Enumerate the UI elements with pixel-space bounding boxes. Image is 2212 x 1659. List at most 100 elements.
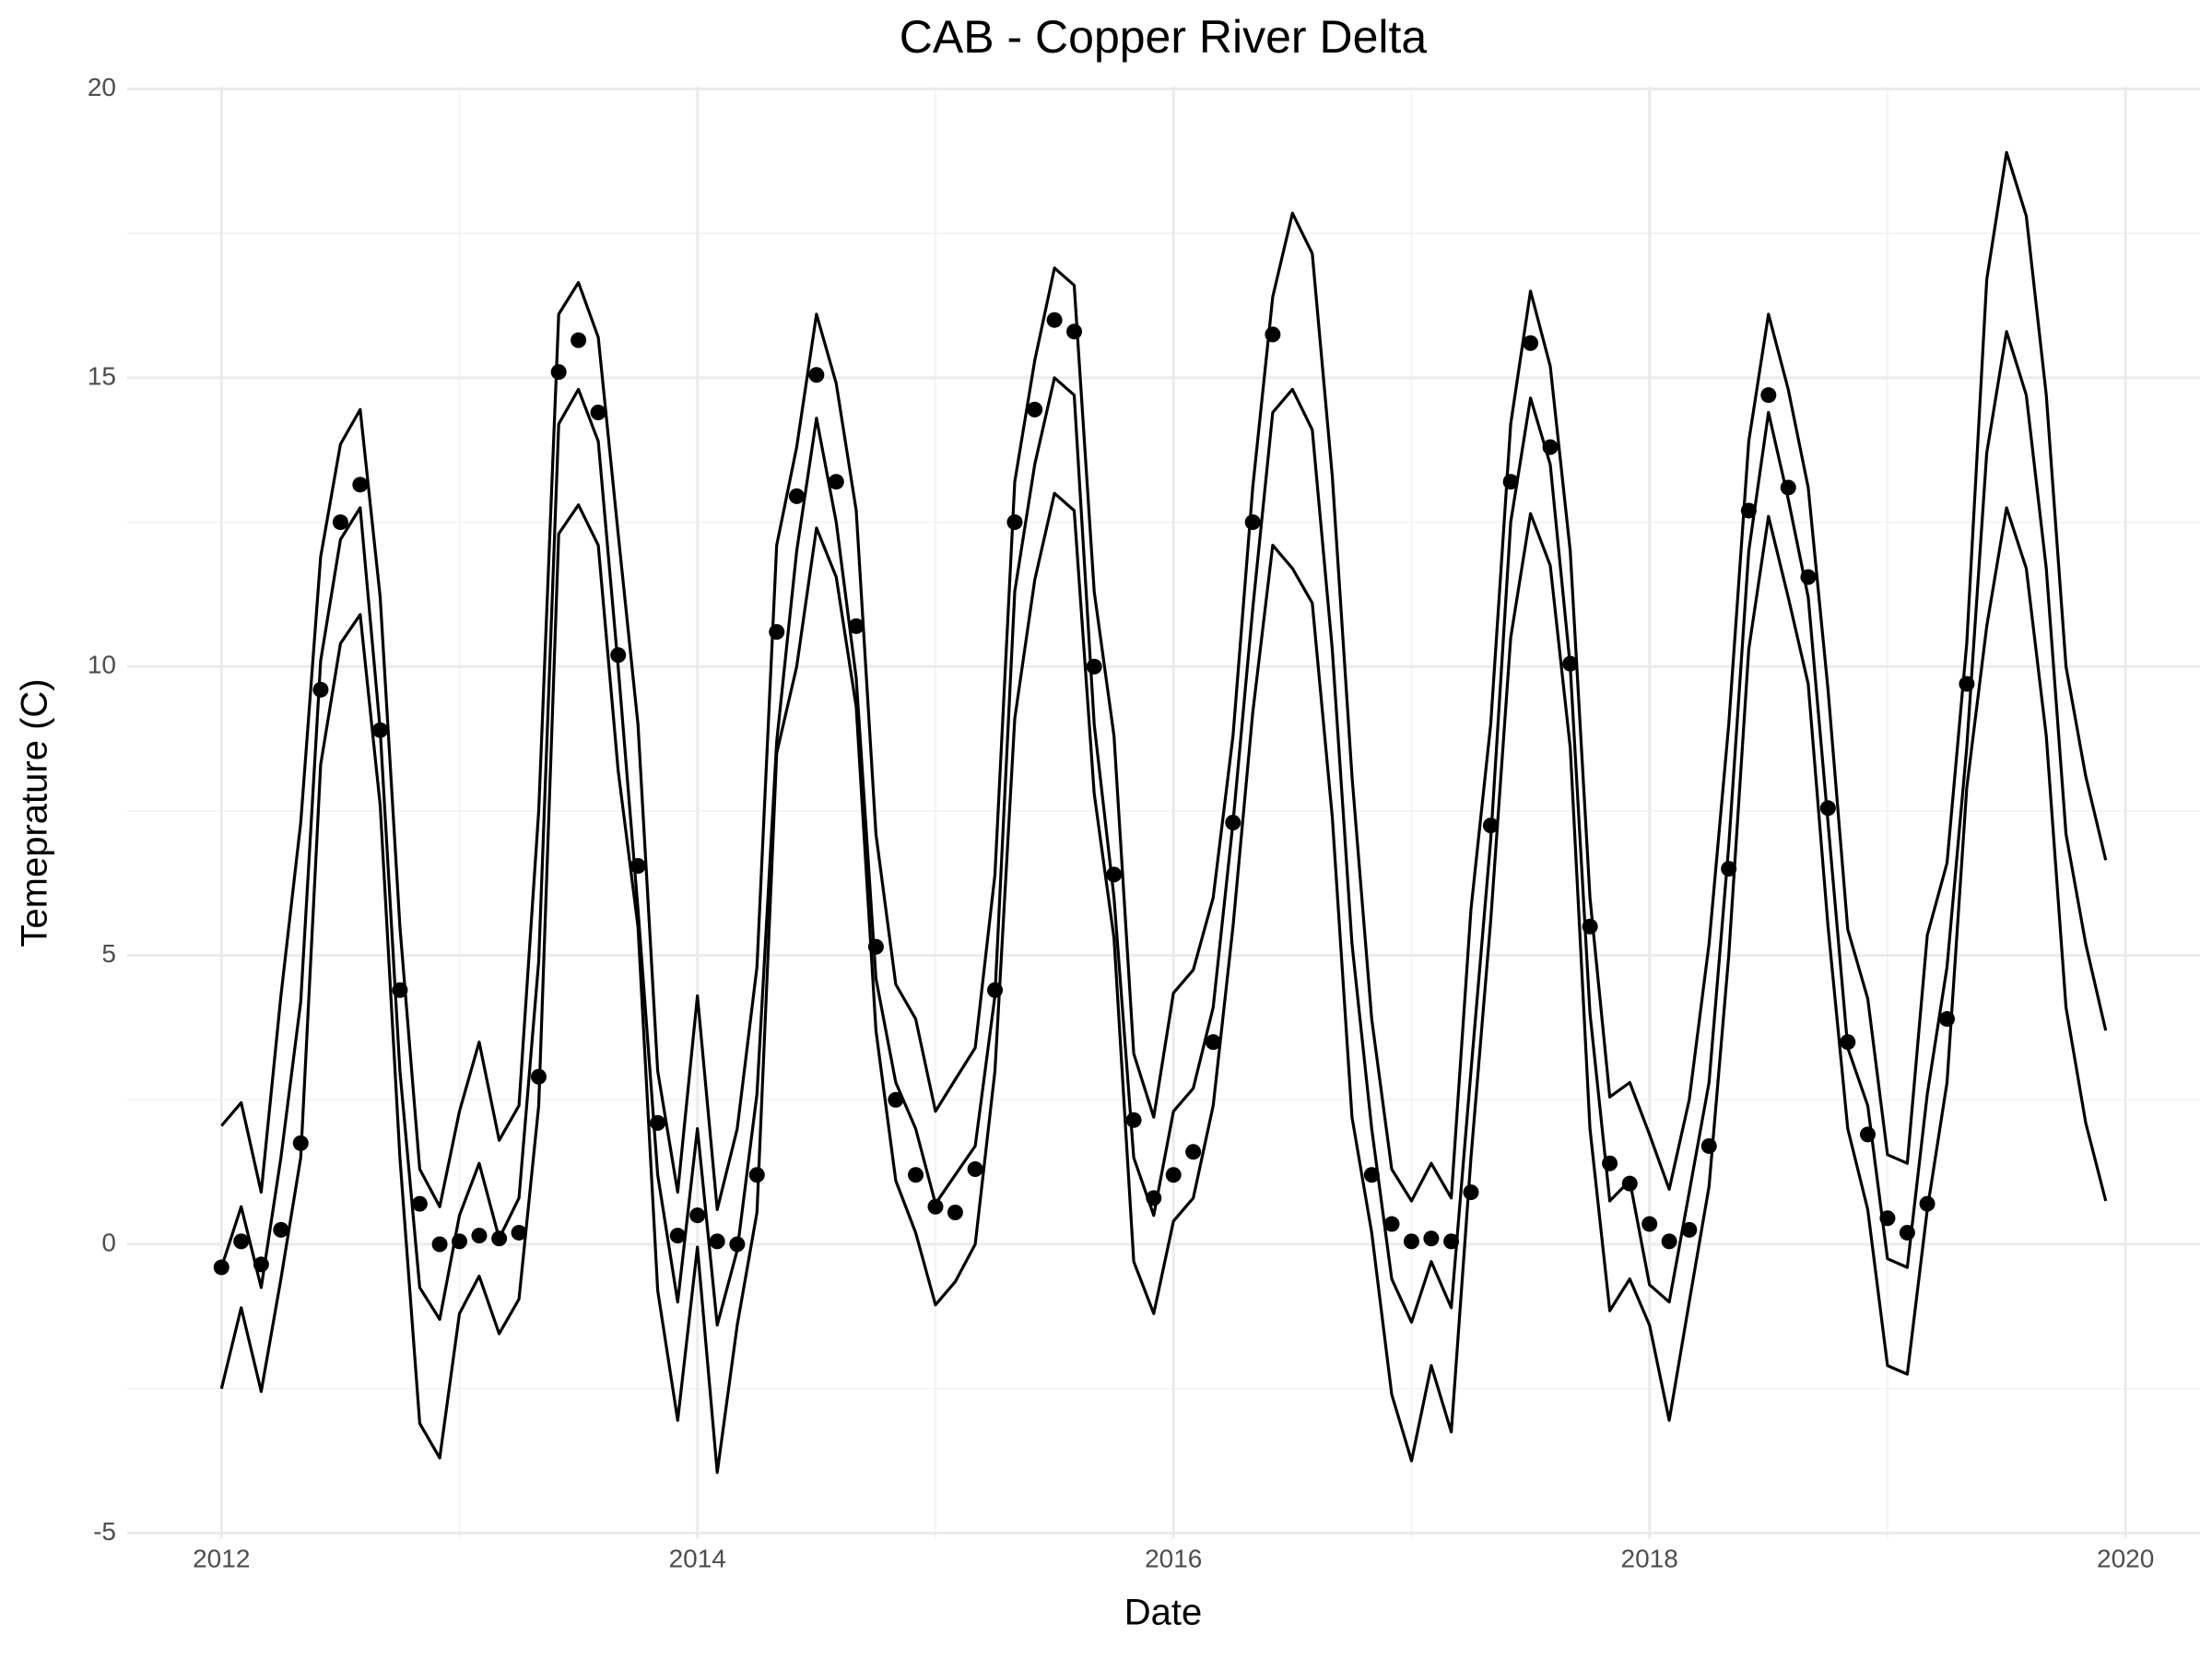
data-point: [1106, 866, 1123, 883]
data-point: [590, 404, 606, 420]
data-point: [1027, 401, 1043, 418]
data-point: [530, 1068, 547, 1085]
data-point: [769, 624, 785, 641]
data-point: [491, 1230, 508, 1247]
x-axis-label: Date: [1124, 1593, 1203, 1633]
data-point: [788, 488, 805, 504]
data-point: [332, 514, 348, 531]
data-point: [1780, 479, 1796, 496]
data-point: [1244, 514, 1261, 531]
x-tick-label: 2018: [1621, 1544, 1678, 1572]
data-point: [292, 1135, 309, 1151]
data-point: [748, 1167, 765, 1183]
data-point: [610, 647, 627, 664]
data-point: [1403, 1233, 1419, 1250]
data-point: [1125, 1112, 1142, 1128]
series-line: [219, 491, 2108, 1475]
data-point: [709, 1233, 725, 1250]
data-point: [650, 1114, 666, 1131]
data-point: [1225, 814, 1241, 830]
data-point: [1661, 1233, 1677, 1250]
data-point: [927, 1198, 944, 1215]
y-axis-label: Temeprature (C): [15, 678, 55, 947]
data-point: [629, 857, 646, 874]
data-point: [372, 722, 389, 738]
data-point: [233, 1233, 250, 1250]
data-point: [729, 1236, 746, 1253]
x-tick-label: 2012: [193, 1544, 250, 1572]
data-point: [1721, 861, 1737, 877]
data-point: [1800, 569, 1817, 585]
x-tick-label: 2014: [669, 1544, 726, 1572]
data-point: [1423, 1230, 1440, 1247]
data-point: [1700, 1137, 1717, 1154]
data-point: [1938, 1011, 1955, 1028]
data-point: [689, 1207, 706, 1224]
data-point: [1363, 1167, 1380, 1183]
data-point: [1760, 387, 1777, 404]
data-point: [1482, 818, 1499, 834]
data-point: [1523, 335, 1539, 351]
data-point: [1879, 1210, 1896, 1227]
data-point: [1205, 1034, 1221, 1051]
data-point: [1621, 1175, 1638, 1192]
data-point: [867, 938, 884, 955]
data-point: [1819, 800, 1836, 817]
data-point: [1681, 1221, 1698, 1238]
y-tick-label: 20: [88, 73, 116, 101]
y-tick-label: 5: [101, 939, 116, 968]
data-point: [273, 1221, 289, 1238]
chart-title: CAB - Copper River Delta: [900, 11, 1428, 63]
data-point: [550, 364, 567, 381]
data-point: [1185, 1144, 1202, 1160]
data-point: [1899, 1224, 1915, 1241]
data-point: [947, 1205, 963, 1221]
data-point: [392, 982, 408, 998]
data-point: [1859, 1126, 1876, 1143]
data-point: [1602, 1155, 1618, 1171]
data-point: [213, 1259, 229, 1276]
data-point: [1641, 1216, 1658, 1232]
data-point: [669, 1228, 686, 1244]
data-point: [1006, 514, 1023, 531]
data-point: [471, 1228, 488, 1244]
x-tick-label: 2016: [1145, 1544, 1202, 1572]
data-point: [1165, 1167, 1182, 1183]
data-point: [1383, 1216, 1400, 1232]
data-point: [431, 1236, 448, 1253]
data-point: [1046, 312, 1063, 328]
y-tick-label: -5: [93, 1517, 116, 1546]
data-point: [1086, 658, 1102, 675]
data-point: [1740, 502, 1757, 519]
data-point: [888, 1091, 904, 1108]
data-point: [312, 681, 329, 698]
y-tick-label: 10: [88, 651, 116, 679]
x-tick-label: 2020: [2097, 1544, 2154, 1572]
data-point: [511, 1224, 527, 1241]
series-line: [220, 150, 2108, 1211]
data-point: [1463, 1184, 1479, 1201]
data-point: [828, 474, 844, 490]
data-point: [1919, 1195, 1936, 1212]
y-tick-label: 15: [88, 361, 116, 390]
data-point: [848, 618, 865, 634]
data-point: [352, 477, 369, 493]
data-point: [411, 1195, 428, 1212]
data-point: [1582, 918, 1598, 935]
data-point: [1265, 326, 1281, 343]
data-point: [967, 1161, 983, 1178]
data-point: [987, 982, 1004, 998]
data-point: [908, 1167, 924, 1183]
data-point: [571, 332, 587, 348]
series-line: [219, 330, 2108, 1327]
y-tick-label: 0: [101, 1228, 116, 1256]
data-point: [1542, 439, 1559, 455]
data-point: [1443, 1233, 1460, 1250]
data-point: [1146, 1190, 1162, 1206]
data-point: [1840, 1034, 1856, 1051]
data-point: [452, 1233, 468, 1250]
data-point: [808, 367, 825, 383]
data-point: [253, 1256, 269, 1273]
data-point: [1562, 655, 1579, 672]
